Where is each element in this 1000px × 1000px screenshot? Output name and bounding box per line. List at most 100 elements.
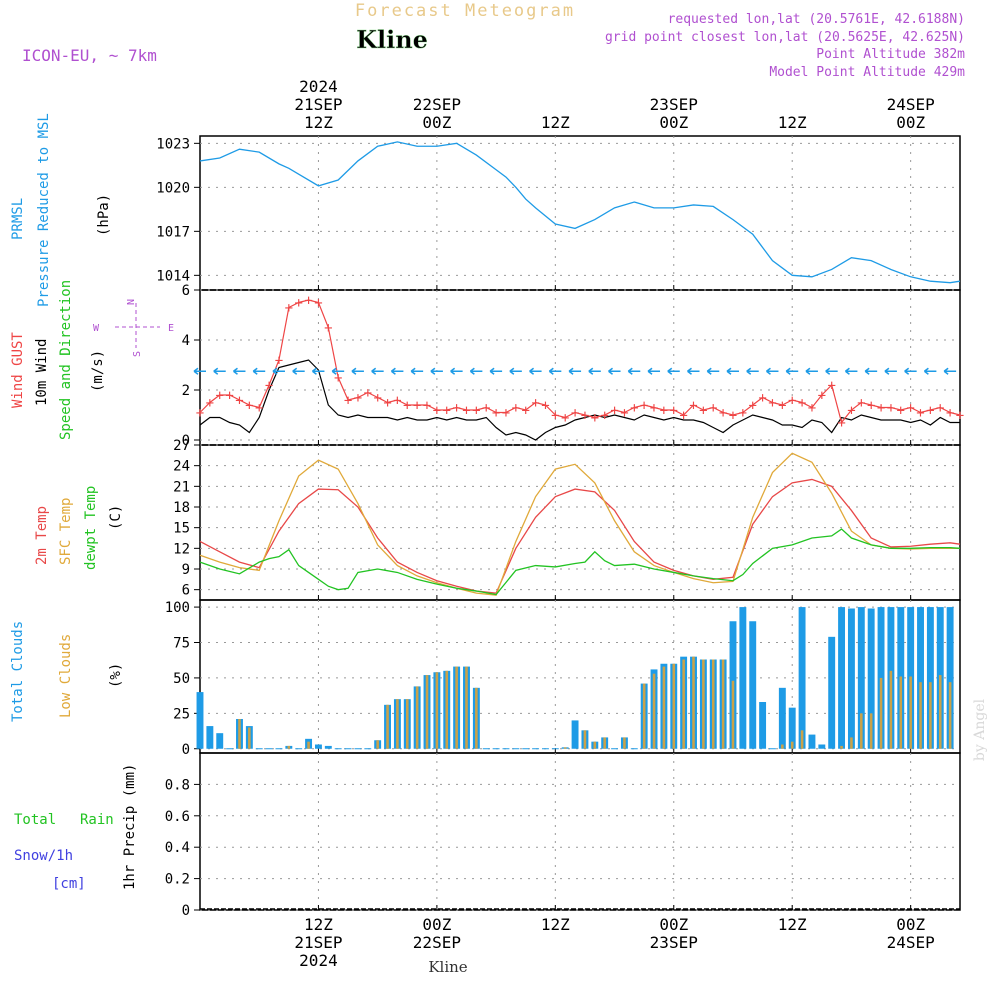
wind-gust-point: + <box>196 406 204 422</box>
wind-gust-point: + <box>235 393 243 409</box>
low-clouds-bar <box>583 730 587 749</box>
low-clouds-bar <box>435 672 439 749</box>
y-tick-label: 6 <box>182 283 190 299</box>
compass-e: E <box>168 323 174 334</box>
compass-s: S <box>132 351 143 357</box>
wind-gust-point: + <box>472 403 480 419</box>
wind-gust-point: + <box>906 401 914 417</box>
time-label-top: 12Z <box>541 113 570 132</box>
wind-gust-point: + <box>373 391 381 407</box>
dew-label: dewpt Temp <box>83 486 99 570</box>
footer-location: Kline <box>428 958 467 976</box>
wind-gust-point: + <box>768 396 776 412</box>
low-clouds-bar <box>386 704 389 749</box>
low-clouds-bar <box>652 673 656 749</box>
wind-gust-point: + <box>452 401 460 417</box>
y-tick-label: 0 <box>182 903 190 919</box>
wind-gust-point: + <box>334 371 342 387</box>
wind-direction-arrow <box>667 367 680 375</box>
wind-direction-arrow <box>233 367 246 375</box>
y-tick-label: 0.8 <box>165 777 190 793</box>
low-clouds-bar <box>662 666 666 749</box>
wind-gust-point: + <box>600 408 608 424</box>
precip-total-label: Total <box>14 812 56 828</box>
low-clouds-bar <box>425 675 429 749</box>
total-clouds-label: Total Clouds <box>10 621 26 722</box>
wind-gust-point: + <box>512 401 520 417</box>
wind-unit: (m/s) <box>90 350 106 392</box>
low-clouds-bar <box>840 745 843 749</box>
wind-gust-point: + <box>571 406 579 422</box>
wind-gust-point: + <box>462 403 470 419</box>
wind-gust-point: + <box>897 403 905 419</box>
y-tick-label: 0.4 <box>165 840 190 856</box>
temp-unit: (C) <box>108 505 124 530</box>
wind-direction-arrow <box>430 367 443 375</box>
time-label-bottom: 12Z <box>778 915 807 934</box>
wind-gust-point: + <box>403 398 411 414</box>
time-label-bottom: 24SEP <box>887 933 935 952</box>
y-tick-label: 25 <box>173 706 190 722</box>
wind-gust-point: + <box>650 401 658 417</box>
wind-gust-point: + <box>304 293 312 309</box>
time-label-top: 00Z <box>659 113 688 132</box>
wind-gust-point: + <box>521 403 529 419</box>
low-clouds-bar <box>929 682 932 749</box>
y-tick-label: 24 <box>173 459 190 475</box>
wind-direction-arrow <box>687 367 700 375</box>
wind-10m-label: 10m Wind <box>34 339 50 406</box>
low-clouds-bar <box>909 676 912 749</box>
wind-gust-point: + <box>847 403 855 419</box>
time-label-top: 23SEP <box>650 95 698 114</box>
location-title: Kline <box>356 25 428 54</box>
wind-gust-point: + <box>492 406 500 422</box>
tsfc-line <box>199 452 960 596</box>
wind-direction-arrow <box>923 367 937 375</box>
wind-direction-arrow <box>825 367 838 375</box>
credit: by Angel <box>972 698 988 761</box>
wind-gust-point: + <box>393 393 401 409</box>
wind-gust-point: + <box>216 388 224 404</box>
wind-gust-point: + <box>502 406 510 422</box>
total-clouds-bar <box>571 720 579 749</box>
low-clouds-bar <box>721 659 725 749</box>
y-tick-label: 6 <box>182 583 190 599</box>
low-clouds-bar <box>692 656 695 749</box>
low-clouds-bar <box>919 682 922 749</box>
temp-label: 2m Temp SFC Temp dewpt Temp (C) <box>34 486 124 570</box>
wind-direction-arrow <box>193 367 206 375</box>
requested-coords: requested lon,lat (20.5761E, 42.6188N) <box>668 12 965 27</box>
time-label-bottom: 21SEP <box>294 933 342 952</box>
low-clouds-bar <box>850 737 853 749</box>
panel-frame-pressure <box>199 135 961 291</box>
low-clouds-bar <box>879 677 883 749</box>
low-clouds-bar <box>682 659 685 749</box>
snow-unit: [cm] <box>52 876 86 892</box>
wind-gust-line <box>199 299 961 424</box>
wind-gust-point: + <box>541 398 549 414</box>
wind-direction-arrow <box>766 367 779 375</box>
wind-gust-point: + <box>591 411 599 427</box>
total-clouds-bar <box>838 607 846 749</box>
wind-gust-point: + <box>936 401 944 417</box>
wind-gust-point: + <box>620 406 628 422</box>
wind-gust-point: + <box>413 398 421 414</box>
total-clouds-bar <box>759 702 767 749</box>
forecast-title: Forecast Meteogram <box>355 1 575 21</box>
wind-gust-point: + <box>956 408 964 424</box>
low-clouds-bar <box>869 713 873 749</box>
wind-gust-point: + <box>699 403 707 419</box>
time-label-bottom: 00Z <box>422 915 451 934</box>
pressure-unit: (hPa) <box>96 194 112 236</box>
low-clouds-bar <box>642 683 646 749</box>
wind-direction-arrow <box>450 367 463 375</box>
total-clouds-bar <box>798 607 806 749</box>
total-clouds-bar <box>206 726 214 749</box>
low-clouds-bar <box>455 666 458 749</box>
wind-gust-point: + <box>265 378 273 394</box>
total-clouds-bar <box>857 607 865 749</box>
grid-point-coords: grid point closest lon,lat (20.5625E, 42… <box>605 30 965 45</box>
wind-gust-point: + <box>926 403 934 419</box>
wind-direction-arrow <box>292 367 305 375</box>
